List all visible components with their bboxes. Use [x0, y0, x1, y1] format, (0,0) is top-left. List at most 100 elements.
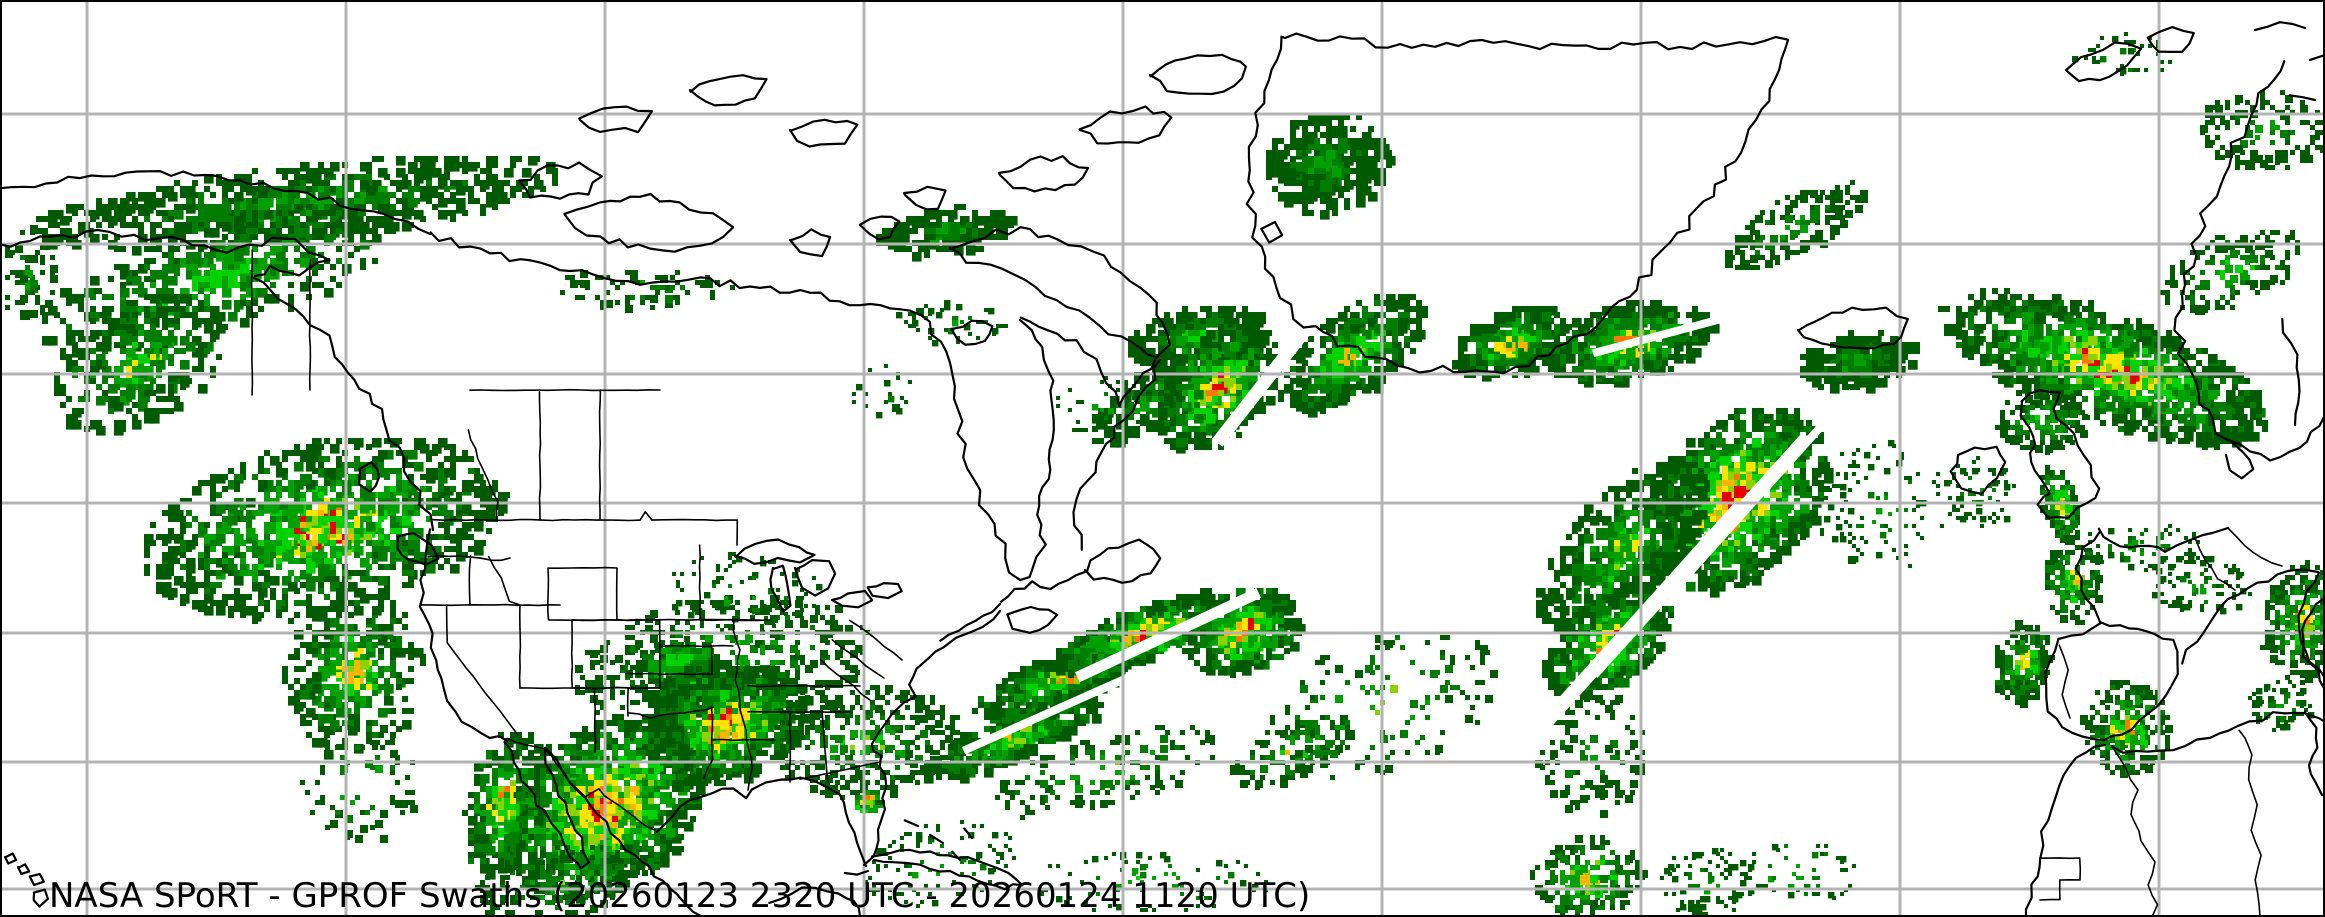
- geo-disko: [1260, 220, 1284, 244]
- geo-morocco-west-coast: [2024, 744, 2107, 917]
- geo-somerset-island: [903, 185, 947, 211]
- precip-field-azores-dots: [1740, 844, 1856, 900]
- swath-gap-nordic-gap: [1592, 302, 1768, 358]
- geo-banks-island: [518, 161, 603, 200]
- geo-norway-coast: [2173, 60, 2286, 442]
- precip-field-midwest-dots: [672, 552, 823, 632]
- geo-st-lawrence-river: [939, 602, 1002, 642]
- geo-mississippi-river: [732, 619, 753, 791]
- geo-ky-tn-line: [747, 684, 861, 688]
- geo-al-ga-vert: [821, 711, 829, 783]
- geo-oh-valley-2: [831, 639, 885, 679]
- geo-ok-panhandle: [627, 672, 661, 689]
- geo-bc-alberta: [467, 429, 499, 521]
- precip-field-quebec-dots: [1056, 376, 1144, 436]
- precip-field-norway-top-specks: [2160, 230, 2300, 315]
- geo-w-sahara-step: [2039, 857, 2082, 901]
- geo-franz-josef-2: [2308, 53, 2325, 61]
- geo-balkan-adriatic: [2301, 597, 2325, 680]
- geo-bahamas-1: [903, 819, 920, 828]
- precip-field-midatlantic-arc-2: [1278, 294, 1428, 418]
- geo-franz-josef-3: [2288, 94, 2317, 102]
- precip-field-ak-coastal: [54, 294, 228, 436]
- geo-us-west-coast: [418, 528, 509, 743]
- geo-appalachia: [848, 619, 903, 661]
- geo-ungava-quebec-coast: [1019, 316, 1157, 408]
- precip-field-svalbard-dots: [2072, 32, 2172, 76]
- geo-hawaii-4: [32, 888, 49, 908]
- geo-florida-east-atlantic-coast: [863, 609, 1002, 866]
- geo-italy-west: [2297, 571, 2325, 692]
- geo-wa-or: [427, 554, 511, 562]
- geo-france-germany-lattice: [2195, 538, 2236, 591]
- geo-mexico-border: [506, 737, 546, 750]
- precip-field-right-top-specks: [2200, 90, 2325, 170]
- geo-az-nm-vert: [593, 687, 597, 753]
- geo-ga-fl-line: [799, 761, 881, 780]
- geo-hudson-bay: [919, 313, 1055, 582]
- geo-alaska-north-slope: [0, 170, 432, 236]
- geo-nv-ut-vert: [518, 604, 522, 689]
- geo-france-south-italy-north: [2181, 568, 2320, 665]
- geo-lake-ontario: [866, 582, 903, 600]
- geo-ks-ok-line: [659, 673, 713, 676]
- geo-labrador-coast: [1072, 358, 1162, 551]
- geo-baltic-coast: [2226, 413, 2325, 462]
- geo-ireland: [1949, 445, 2007, 496]
- geo-tx-la-vert: [703, 707, 714, 779]
- geo-bahamas-2: [929, 833, 945, 845]
- precip-field-nordic-streaks: [1725, 180, 1868, 270]
- geo-ellesmere-south: [1078, 105, 1173, 145]
- precip-field-alps-dots: [2152, 556, 2252, 615]
- geo-rio-grande: [544, 748, 656, 831]
- precip-field-pacific-blob: [144, 438, 510, 624]
- geo-wyoming-box: [547, 566, 618, 621]
- geo-or-ca-nv: [419, 603, 561, 607]
- geo-us-canada-49th: [432, 510, 739, 546]
- geo-tunisia-coast: [2303, 711, 2324, 797]
- precip-field-pacific-tail: [282, 588, 426, 760]
- state-border-layer: [250, 249, 2283, 917]
- geo-svalbard-1: [2065, 41, 2143, 83]
- geo-bahamas-4: [963, 827, 974, 840]
- geo-id-mt: [487, 555, 521, 606]
- geo-hawaii-3: [28, 873, 45, 887]
- geo-alaska-south-coast: [0, 228, 331, 278]
- geo-denmark: [2224, 441, 2255, 480]
- swath-gap-midatl-gap: [1212, 273, 1352, 447]
- precip-field-atl-dots-right: [1265, 635, 1498, 780]
- geo-mn-dakotas: [698, 544, 701, 621]
- precip-field-alboran-morocco: [2080, 680, 2173, 778]
- geo-yucatan: [768, 886, 862, 917]
- geo-franz-josef-1: [2253, 21, 2307, 32]
- geo-gulf-bothnia: [2281, 317, 2301, 427]
- geo-arctic-isle-1: [578, 105, 653, 134]
- precip-field-arctic-chunks: [876, 204, 1018, 262]
- geo-red-river-tx-ok: [627, 707, 713, 719]
- geo-ca-nv-diagonal: [445, 604, 519, 736]
- geo-haida-gwaii: [358, 461, 381, 493]
- geo-iceland: [1796, 306, 1909, 350]
- geo-spain-portugal: [2058, 644, 2071, 719]
- precip-field-s-atlantic-cluster: [1530, 835, 1648, 915]
- geo-hawaii-2: [16, 863, 31, 875]
- geo-ks-ne-line: [659, 644, 734, 648]
- precip-field-biscay-coastal: [2045, 540, 2103, 625]
- geo-yukon-nwt: [308, 259, 312, 391]
- geo-nm-tx-vert: [626, 687, 629, 717]
- geo-nova-scotia: [1006, 605, 1059, 634]
- geo-alaska-panhandle-coast: [252, 276, 435, 532]
- precip-field-s-atlantic-dots: [1660, 848, 1755, 917]
- geo-gulf-coast: [655, 776, 868, 868]
- geo-gulf-st-lawrence: [1000, 570, 1087, 603]
- geo-alberta-sask: [538, 389, 542, 521]
- precip-field-north-sea-band: [1938, 288, 2268, 450]
- swath-gap-hook-gap-3: [1668, 388, 1856, 596]
- precip-field-irish-sea-streak: [2040, 465, 2080, 545]
- geo-lake-superior: [733, 538, 816, 565]
- geo-greenland: [1245, 32, 1790, 375]
